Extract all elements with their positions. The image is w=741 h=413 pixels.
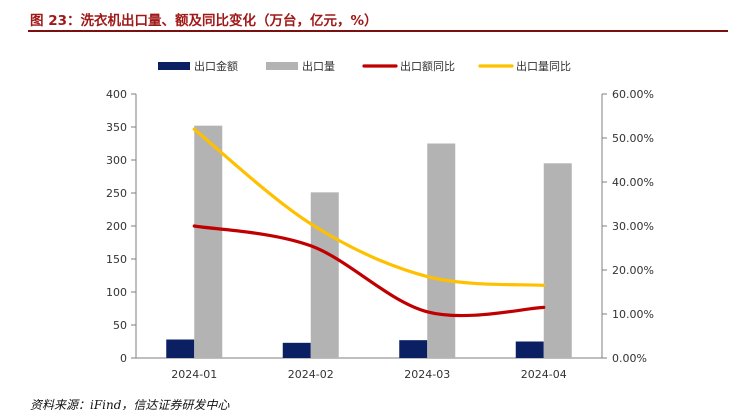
bar-export-volume <box>427 143 456 358</box>
left-axis-tick-label: 350 <box>106 121 127 134</box>
source-note: 资料来源：iFind，信达证券研发中心 <box>30 398 230 412</box>
left-axis-tick-label: 0 <box>120 352 127 365</box>
right-axis-tick-label: 20.00% <box>612 264 654 277</box>
right-axis-tick-label: 60.00% <box>612 88 654 101</box>
bar-export-volume <box>543 163 572 358</box>
bar-export-volume <box>310 192 339 358</box>
legend-label: 出口量 <box>302 59 335 73</box>
bar-export-volume <box>194 125 223 359</box>
bar-export-value <box>282 342 311 358</box>
legend-label: 出口额同比 <box>400 59 455 73</box>
line-export-volume-yoy <box>192 127 546 287</box>
figure-title: 图 23：洗衣机出口量、额及同比变化（万台，亿元，%） <box>30 13 378 29</box>
left-axis-tick-label: 100 <box>106 286 127 299</box>
left-axis-tick-label: 250 <box>106 187 127 200</box>
left-axis-tick-label: 300 <box>106 154 127 167</box>
x-axis-tick-label: 2024-03 <box>404 368 450 381</box>
right-axis-tick-label: 40.00% <box>612 176 654 189</box>
legend-swatch <box>266 62 298 70</box>
right-axis-tick-label: 30.00% <box>612 220 654 233</box>
left-axis-tick-label: 150 <box>106 253 127 266</box>
bar-export-value <box>166 339 195 358</box>
left-axis-tick-label: 50 <box>113 319 127 332</box>
legend-label: 出口金额 <box>194 59 238 73</box>
right-axis-tick-label: 0.00% <box>612 352 647 365</box>
right-axis-tick-label: 50.00% <box>612 132 654 145</box>
x-axis-tick-label: 2024-02 <box>288 368 334 381</box>
bar-export-value <box>515 341 544 358</box>
x-axis-tick-label: 2024-01 <box>171 368 217 381</box>
right-axis-tick-label: 10.00% <box>612 308 654 321</box>
left-axis-tick-label: 200 <box>106 220 127 233</box>
bar-export-value <box>399 340 428 358</box>
legend-label: 出口量同比 <box>516 59 571 73</box>
figure-title-bar: 图 23：洗衣机出口量、额及同比变化（万台，亿元，%） <box>28 6 728 32</box>
left-axis-tick-label: 400 <box>106 88 127 101</box>
legend-swatch <box>158 62 190 70</box>
x-axis-tick-label: 2024-04 <box>521 368 567 381</box>
line-export-value-yoy <box>192 224 546 318</box>
